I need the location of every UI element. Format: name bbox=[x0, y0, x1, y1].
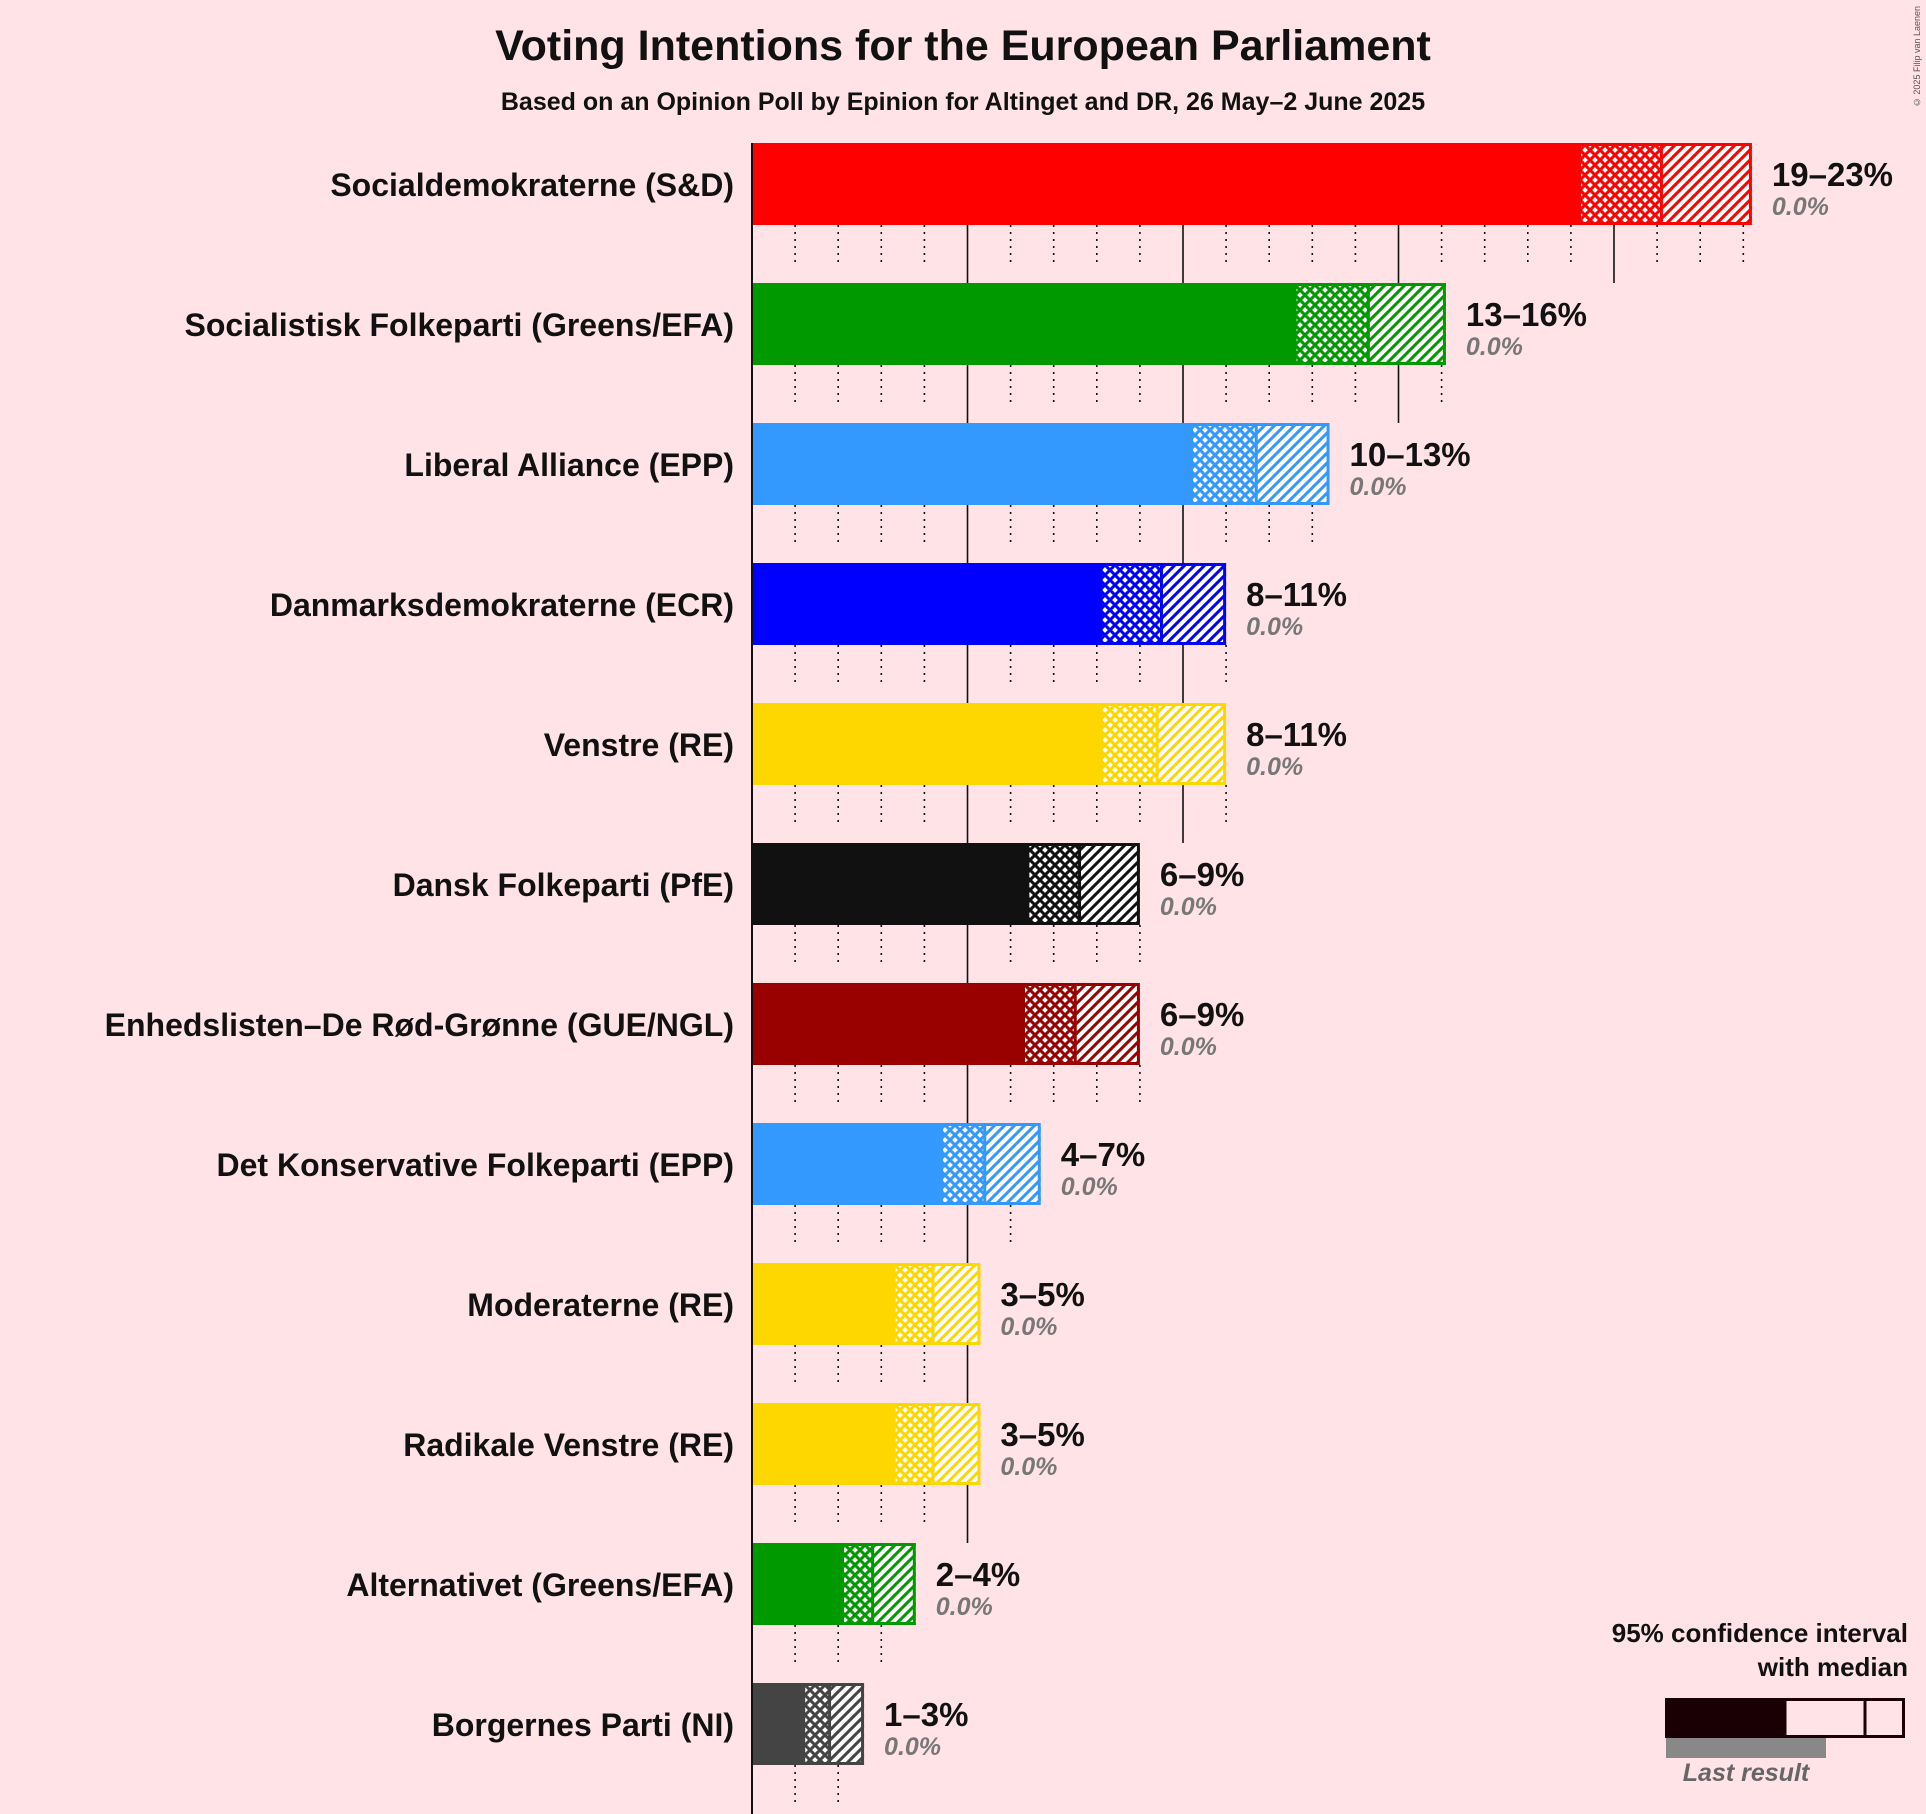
bar-ci-outline bbox=[1022, 983, 1140, 1065]
bar-ci-upper bbox=[872, 1543, 916, 1625]
last-result-label: 0.0% bbox=[936, 1593, 993, 1621]
party-label: Enhedslisten–De Rød-Grønne (GUE/NGL) bbox=[105, 1007, 734, 1043]
bar-solid bbox=[752, 143, 1580, 225]
last-result-label: 0.0% bbox=[1160, 1033, 1217, 1061]
party-label: Dansk Folkeparti (PfE) bbox=[393, 867, 734, 903]
range-label: 2–4% bbox=[936, 1556, 1020, 1593]
bar-ci-lower bbox=[1027, 843, 1080, 925]
bar-ci-upper bbox=[1368, 283, 1446, 365]
party-label: Moderaterne (RE) bbox=[467, 1287, 734, 1323]
range-label: 19–23% bbox=[1772, 156, 1893, 193]
bar-solid bbox=[752, 1263, 895, 1345]
bar-ci-outline bbox=[1099, 703, 1227, 785]
range-label: 6–9% bbox=[1160, 996, 1244, 1033]
range-label: 3–5% bbox=[1000, 1276, 1084, 1313]
legend-ci-outline bbox=[1783, 1698, 1905, 1738]
range-label: 10–13% bbox=[1350, 436, 1471, 473]
bar-ci-lower bbox=[1579, 143, 1662, 225]
last-result-label: 0.0% bbox=[1000, 1453, 1057, 1481]
party-label: Liberal Alliance (EPP) bbox=[404, 447, 734, 483]
bar-solid bbox=[752, 563, 1102, 645]
last-result-label: 0.0% bbox=[1160, 893, 1217, 921]
bar-ci-lower bbox=[1023, 983, 1076, 1065]
bar-solid bbox=[752, 983, 1024, 1065]
bar-ci-outline bbox=[1190, 423, 1330, 505]
range-label: 3–5% bbox=[1000, 1416, 1084, 1453]
bar-ci-upper bbox=[933, 1403, 981, 1485]
bar-ci-outline bbox=[1578, 143, 1752, 225]
bar-solid bbox=[752, 1683, 804, 1765]
range-label: 13–16% bbox=[1466, 296, 1587, 333]
range-label: 8–11% bbox=[1246, 716, 1347, 753]
bar-ci-upper bbox=[984, 1123, 1041, 1205]
range-label: 1–3% bbox=[884, 1696, 968, 1733]
bar-ci-outline bbox=[802, 1683, 865, 1765]
bar-ci-lower bbox=[941, 1123, 985, 1205]
legend-last-result-bar bbox=[1666, 1738, 1826, 1758]
party-label: Borgernes Parti (NI) bbox=[432, 1707, 734, 1743]
legend-title: 95% confidence interval with median bbox=[1612, 1616, 1908, 1684]
bar-ci-lower bbox=[842, 1543, 873, 1625]
legend-title-line1: 95% confidence interval bbox=[1611, 1618, 1908, 1648]
last-result-label: 0.0% bbox=[1246, 753, 1303, 781]
party-label: Danmarksdemokraterne (ECR) bbox=[270, 587, 734, 623]
bar-solid bbox=[752, 703, 1102, 785]
bar-ci-upper bbox=[1161, 563, 1227, 645]
party-label: Socialistisk Folkeparti (Greens/EFA) bbox=[184, 307, 734, 343]
bar-solid bbox=[752, 843, 1028, 925]
bar-ci-outline bbox=[892, 1263, 981, 1345]
bar-solid bbox=[752, 1403, 895, 1485]
party-label: Radikale Venstre (RE) bbox=[403, 1427, 734, 1463]
range-label: 6–9% bbox=[1160, 856, 1244, 893]
legend-ci-lower bbox=[1785, 1698, 1865, 1738]
party-label: Socialdemokraterne (S&D) bbox=[330, 167, 734, 203]
party-label: Alternativet (Greens/EFA) bbox=[346, 1567, 734, 1603]
legend-last-result-label: Last result bbox=[1682, 1759, 1810, 1787]
bar-ci-outline bbox=[841, 1543, 916, 1625]
range-label: 4–7% bbox=[1061, 1136, 1145, 1173]
last-result-label: 0.0% bbox=[1772, 193, 1829, 221]
legend-title-line2: with median bbox=[1757, 1652, 1908, 1682]
range-label: 8–11% bbox=[1246, 576, 1347, 613]
bar-solid bbox=[752, 1543, 843, 1625]
bar-ci-lower bbox=[894, 1403, 934, 1485]
bar-solid bbox=[752, 283, 1296, 365]
bar-solid bbox=[752, 1123, 942, 1205]
last-result-label: 0.0% bbox=[1350, 473, 1407, 501]
bar-ci-lower bbox=[1101, 703, 1158, 785]
last-result-label: 0.0% bbox=[1246, 613, 1303, 641]
legend-ci-upper bbox=[1865, 1698, 1905, 1738]
bar-ci-upper bbox=[1157, 703, 1227, 785]
legend-solid bbox=[1665, 1698, 1785, 1738]
bar-ci-lower bbox=[894, 1263, 934, 1345]
bar-ci-outline bbox=[940, 1123, 1041, 1205]
bar-ci-upper bbox=[829, 1683, 865, 1765]
bar-solid bbox=[752, 423, 1192, 505]
bar-ci-lower bbox=[1191, 423, 1257, 505]
chart-subtitle: Based on an Opinion Poll by Epinion for … bbox=[500, 88, 1426, 116]
bar-ci-upper bbox=[1079, 843, 1140, 925]
bar-ci-upper bbox=[1661, 143, 1752, 225]
bar-ci-upper bbox=[1075, 983, 1140, 1065]
bar-ci-lower bbox=[803, 1683, 830, 1765]
chart-title: Voting Intentions for the European Parli… bbox=[495, 22, 1431, 70]
bar-ci-outline bbox=[1026, 843, 1140, 925]
bar-ci-lower bbox=[1295, 283, 1369, 365]
bar-ci-lower bbox=[1101, 563, 1162, 645]
party-label: Det Konservative Folkeparti (EPP) bbox=[217, 1147, 734, 1183]
last-result-label: 0.0% bbox=[884, 1733, 941, 1761]
last-result-label: 0.0% bbox=[1000, 1313, 1057, 1341]
party-label: Venstre (RE) bbox=[544, 727, 734, 763]
bar-ci-outline bbox=[892, 1403, 981, 1485]
last-result-label: 0.0% bbox=[1466, 333, 1523, 361]
last-result-label: 0.0% bbox=[1061, 1173, 1118, 1201]
bar-ci-upper bbox=[1256, 423, 1330, 505]
bar-ci-upper bbox=[933, 1263, 981, 1345]
